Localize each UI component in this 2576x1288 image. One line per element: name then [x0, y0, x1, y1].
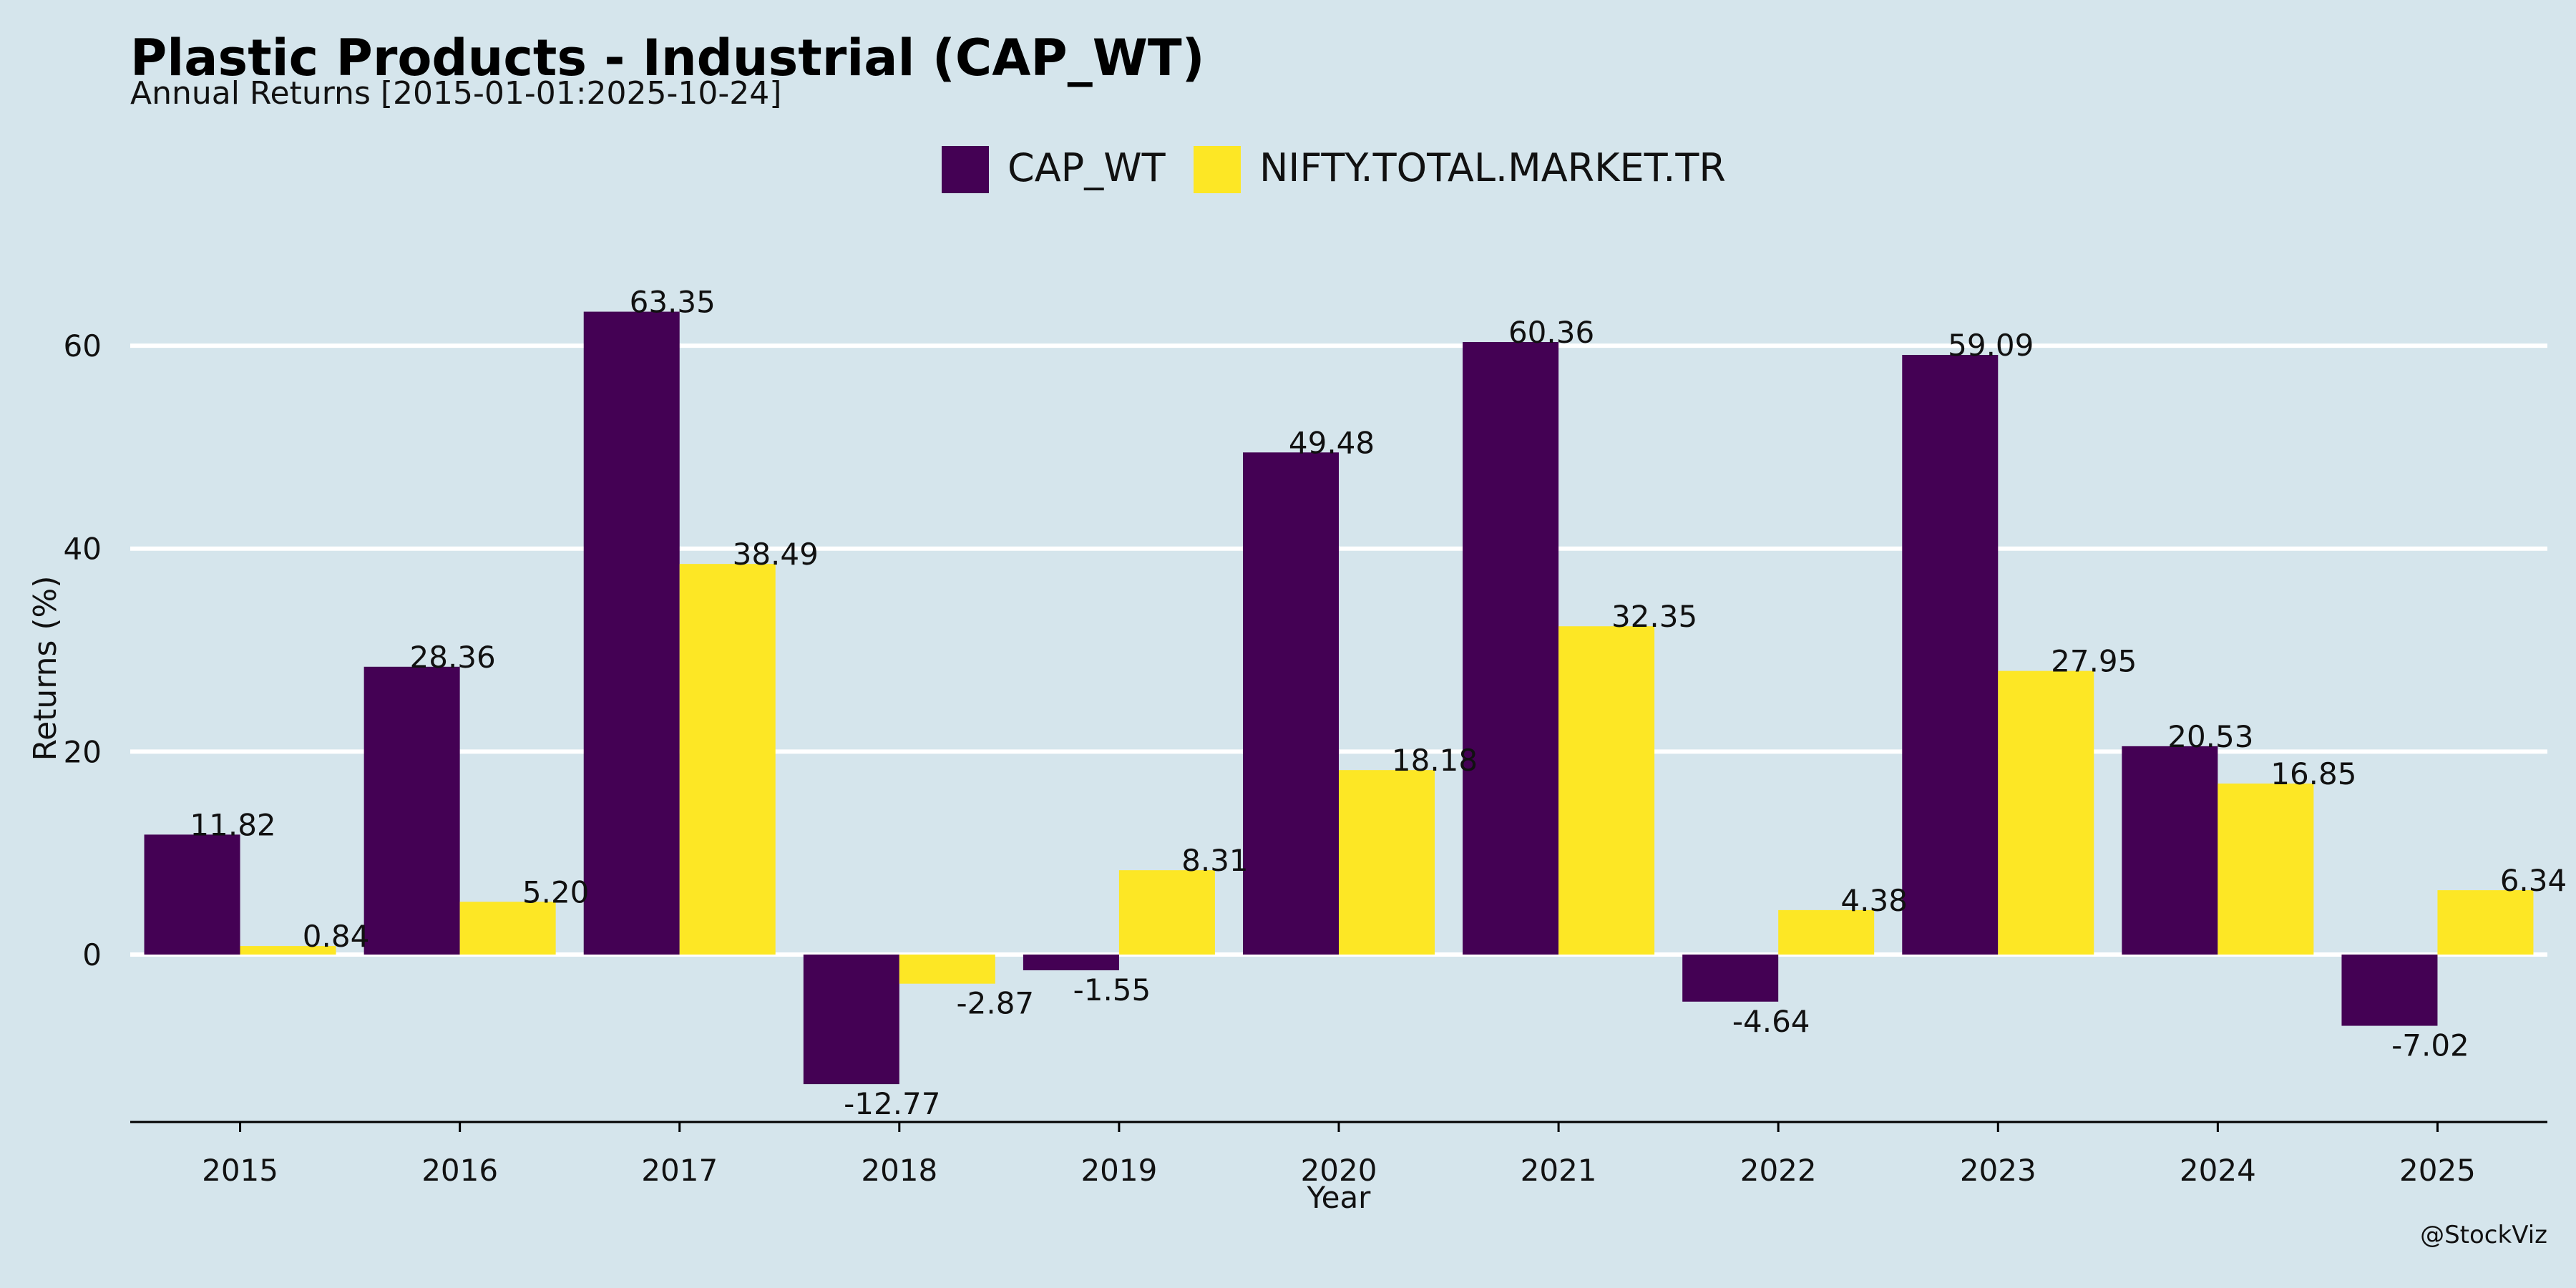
bar-nifty-2021: [1558, 626, 1655, 955]
bar-cap-wt-2016: [364, 666, 460, 955]
data-label: 27.95: [2051, 644, 2137, 679]
data-label: 16.85: [2270, 756, 2356, 791]
data-label: 60.36: [1508, 315, 1594, 350]
data-label: 8.31: [1181, 843, 1249, 878]
bar-cap-wt-2015: [144, 834, 240, 955]
bar-cap-wt-2022: [1682, 955, 1779, 1002]
x-tick-label: 2024: [2180, 1153, 2256, 1188]
bar-cap-wt-2021: [1463, 341, 1559, 955]
bar-cap-wt-2023: [1902, 354, 1999, 955]
y-tick-label: 40: [64, 532, 102, 567]
bar-cap-wt-2018: [803, 955, 899, 1085]
bar-cap-wt-2017: [583, 311, 680, 955]
data-label: 28.36: [410, 640, 496, 675]
data-label: 11.82: [190, 807, 275, 842]
bar-nifty-2017: [679, 564, 776, 955]
data-label: 32.35: [1611, 599, 1697, 634]
bar-nifty-2018: [899, 955, 995, 984]
legend-swatch-cap-wt: [942, 146, 989, 193]
data-label: -2.87: [956, 986, 1034, 1021]
data-label: 0.84: [303, 919, 370, 954]
bar-nifty-2016: [459, 902, 556, 955]
x-tick-label: 2022: [1740, 1153, 1817, 1188]
y-axis-title: Returns (%): [27, 575, 64, 761]
bar-nifty-2019: [1118, 870, 1215, 955]
x-tick-label: 2017: [641, 1153, 718, 1188]
bar-nifty-2022: [1778, 909, 1875, 955]
legend-label-nifty: NIFTY.TOTAL.MARKET.TR: [1259, 145, 1726, 190]
x-tick-label: 2018: [861, 1153, 937, 1188]
data-label: 59.09: [1948, 328, 2034, 363]
data-label: 4.38: [1840, 883, 1908, 918]
bar-cap-wt-2020: [1243, 452, 1339, 955]
data-label: 5.20: [522, 874, 590, 909]
y-tick-label: 60: [64, 328, 102, 364]
legend-label-cap-wt: CAP_WT: [1008, 145, 1166, 190]
bar-cap-wt-2024: [2122, 746, 2218, 955]
data-label: 38.49: [733, 537, 819, 572]
data-label: -4.64: [1732, 1004, 1810, 1039]
data-label: -7.02: [2391, 1028, 2469, 1063]
x-tick-label: 2025: [2399, 1153, 2476, 1188]
data-label: -1.55: [1073, 972, 1151, 1008]
x-tick-label: 2019: [1080, 1153, 1157, 1188]
legend-swatch-nifty: [1194, 146, 1241, 193]
x-tick-label: 2020: [1301, 1153, 1377, 1188]
bar-nifty-2025: [2437, 890, 2534, 955]
x-tick-label: 2015: [202, 1153, 278, 1188]
y-tick-label: 0: [82, 937, 102, 972]
data-label: 6.34: [2500, 863, 2567, 898]
data-label: 49.48: [1289, 425, 1375, 460]
x-tick-label: 2021: [1521, 1153, 1597, 1188]
data-label: -12.77: [844, 1086, 940, 1121]
y-tick-label: 20: [64, 734, 102, 769]
watermark: @StockViz: [2420, 1221, 2547, 1249]
bar-cap-wt-2019: [1023, 955, 1119, 970]
data-label: 63.35: [630, 285, 716, 320]
data-label: 18.18: [1392, 743, 1478, 778]
x-tick-label: 2016: [421, 1153, 498, 1188]
bar-nifty-2024: [2218, 784, 2314, 955]
chart-title: Plastic Products - Industrial (CAP_WT): [130, 29, 1205, 87]
x-axis-title: Year: [1307, 1180, 1372, 1215]
bar-nifty-2023: [1998, 670, 2094, 955]
data-label: 20.53: [2167, 719, 2253, 754]
bar-cap-wt-2025: [2341, 955, 2438, 1026]
chart-subtitle: Annual Returns [2015-01-01:2025-10-24]: [130, 75, 782, 112]
bar-nifty-2015: [240, 946, 336, 955]
x-tick-label: 2023: [1960, 1153, 2036, 1188]
bar-nifty-2020: [1339, 770, 1435, 955]
